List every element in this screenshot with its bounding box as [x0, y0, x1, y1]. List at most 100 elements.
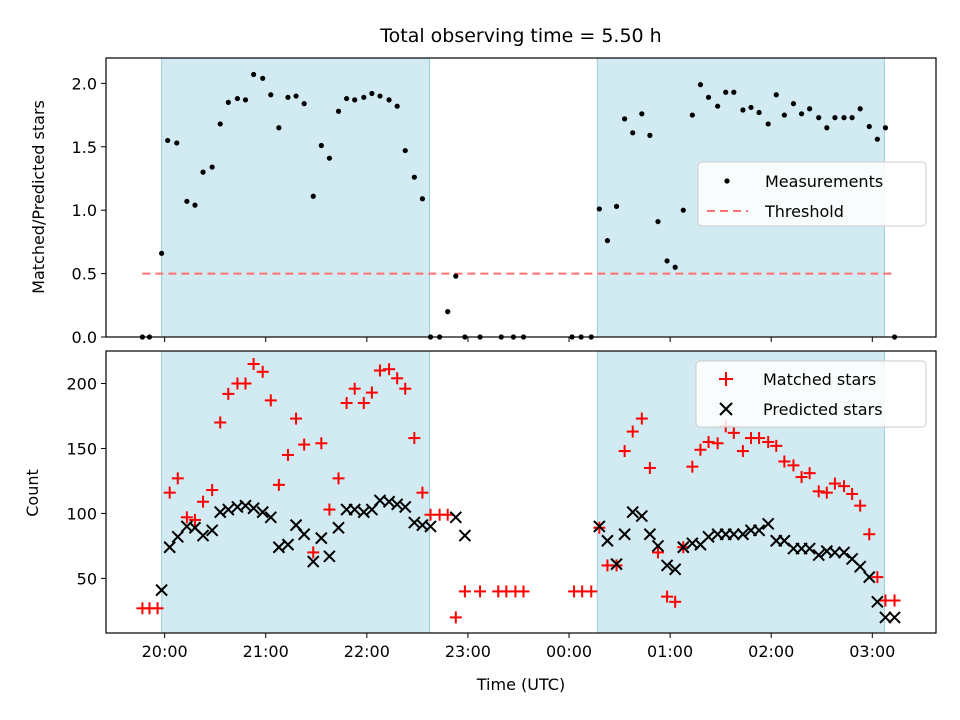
legend-marker-measurements — [724, 178, 730, 184]
matched-star-point — [854, 499, 867, 512]
matched-star-point — [753, 432, 766, 445]
predicted-star-point — [281, 538, 295, 551]
predicted-star-point — [610, 557, 623, 571]
matched-star-point — [686, 460, 699, 473]
matched-star-point — [803, 467, 816, 480]
predicted-star-point — [812, 548, 825, 562]
matched-star-point — [795, 471, 808, 484]
legend-label-measurements: Measurements — [765, 172, 883, 191]
matched-star-point — [408, 432, 421, 445]
matched-star-point — [828, 477, 841, 490]
top-panel: 0.00.51.01.52.0 Matched/Predicted stars … — [29, 57, 937, 347]
predicted-star-point — [239, 499, 252, 512]
matched-star-point — [357, 396, 370, 409]
matched-star-point — [323, 503, 336, 516]
measurement-point — [731, 89, 737, 95]
matched-star-point — [711, 437, 724, 450]
matched-star-point — [340, 396, 353, 409]
measurement-point — [689, 112, 695, 118]
top-y-tick-label: 0.5 — [72, 265, 97, 284]
matched-star-point — [188, 513, 201, 526]
measurement-point — [165, 137, 171, 144]
measurement-point — [773, 92, 779, 98]
predicted-star-point — [247, 502, 260, 515]
measurement-point — [647, 132, 653, 138]
measurement-point — [882, 125, 889, 131]
x-tick-label: 23:00 — [445, 642, 491, 661]
measurement-point — [807, 106, 813, 112]
measurement-point — [209, 164, 215, 170]
predicted-star-point — [853, 560, 867, 573]
measurement-point — [841, 115, 847, 121]
matched-star-point — [163, 486, 176, 499]
matched-star-point — [702, 435, 715, 448]
measurement-point — [159, 250, 165, 256]
measurement-point — [386, 97, 392, 103]
matched-star-point — [290, 412, 303, 425]
measurement-point — [723, 89, 729, 95]
matched-star-point — [643, 461, 656, 474]
predicted-star-point — [256, 505, 269, 519]
measurement-point — [680, 207, 686, 213]
bottom-axes-frame — [105, 350, 937, 634]
matched-star-point — [770, 439, 783, 452]
matched-star-point — [197, 495, 210, 508]
measurement-point — [369, 90, 375, 97]
predicted-star-point — [863, 570, 876, 584]
measurement-point — [402, 147, 408, 154]
matched-star-point — [365, 386, 378, 399]
matched-star-point — [151, 602, 164, 615]
predicted-star-point — [651, 539, 665, 553]
predicted-star-point — [272, 541, 286, 554]
measurement-point — [453, 273, 459, 279]
matched-star-point — [669, 595, 682, 608]
predicted-star-point — [424, 520, 437, 533]
predicted-star-point — [803, 542, 816, 555]
matched-star-point — [787, 459, 800, 472]
measurement-point — [251, 71, 257, 78]
measurement-point — [234, 95, 241, 102]
matched-star-point — [736, 445, 749, 458]
measurement-point — [344, 95, 350, 102]
matched-star-point — [206, 484, 219, 497]
matched-star-point — [727, 426, 740, 439]
predicted-star-point — [727, 528, 741, 541]
predicted-star-point — [323, 550, 336, 563]
measurement-point — [832, 115, 838, 121]
matched-star-point — [846, 487, 859, 500]
bottom-y-tick-label: 50 — [77, 569, 97, 588]
measurement-point — [672, 264, 678, 270]
predicted-star-point — [222, 503, 235, 516]
chart-title: Total observing time = 5.50 h — [379, 25, 661, 47]
matched-star-point — [315, 437, 328, 450]
measurement-point — [630, 130, 636, 136]
matched-star-point — [272, 478, 285, 491]
bottom-panel: 50 100 150 200 20:00 21:00 22:00 23:00 00:00 01:… — [23, 350, 937, 694]
x-axis-label: Time (UTC) — [476, 675, 565, 694]
matched-star-point — [247, 357, 260, 370]
x-tick-label: 20:00 — [142, 642, 188, 661]
top-legend-box — [697, 161, 927, 227]
matched-star-point — [812, 485, 825, 498]
measurement-point — [242, 97, 249, 103]
predicted-star-point — [635, 509, 649, 523]
measurement-point — [301, 101, 307, 107]
x-tick-label: 02:00 — [748, 642, 794, 661]
matched-star-point — [888, 594, 901, 607]
matched-star-point — [635, 412, 648, 425]
predicted-star-point — [307, 555, 320, 568]
predicted-star-point — [155, 583, 168, 597]
matched-star-point — [171, 472, 184, 485]
predicted-star-point — [390, 498, 404, 511]
top-y-tick-label: 2.0 — [72, 74, 97, 93]
x-tick-label: 01:00 — [647, 642, 693, 661]
matched-star-point — [626, 425, 639, 438]
predicted-star-point — [297, 528, 311, 541]
measurement-point — [293, 93, 299, 99]
matched-star-point — [441, 508, 454, 521]
predicted-star-point — [702, 530, 715, 544]
predicted-star-point — [837, 546, 851, 559]
predicted-star-point — [593, 520, 606, 533]
bottom-y-tick-label: 100 — [66, 504, 97, 523]
matched-star-point — [239, 377, 252, 390]
